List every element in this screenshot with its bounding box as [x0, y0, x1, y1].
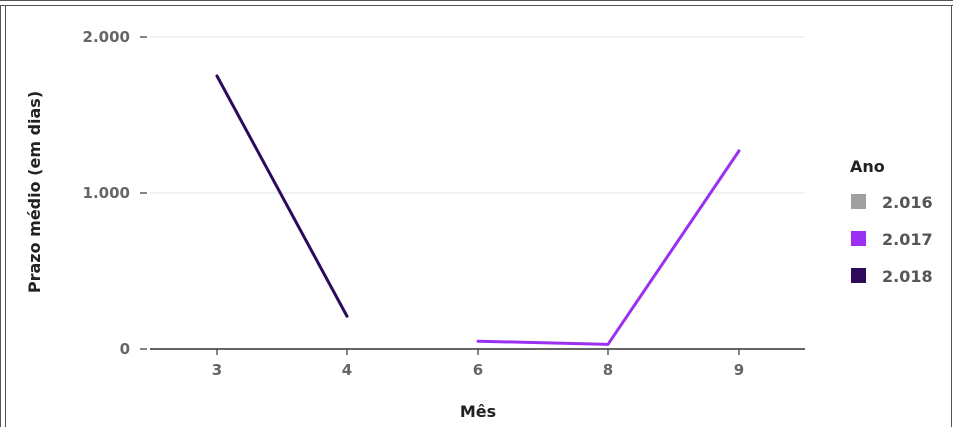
y-tick-label: 1.000: [83, 184, 130, 202]
legend: Ano 2.016 2.017 2.018: [850, 157, 933, 286]
legend-label: 2.018: [882, 267, 933, 286]
legend-title: Ano: [850, 157, 885, 176]
series-line-1: [476, 149, 741, 346]
x-axis-title: Mês: [460, 402, 496, 421]
x-tick-label: 6: [473, 361, 483, 379]
series-lines: [215, 74, 741, 346]
legend-swatch: [851, 231, 866, 246]
y-tick-label: 2.000: [83, 28, 130, 46]
legend-label: 2.016: [882, 193, 933, 212]
x-tick-label: 3: [212, 361, 222, 379]
window-frame-right: [951, 6, 953, 427]
y-axis-title: Prazo médio (em dias): [25, 91, 44, 293]
series-line-2: [215, 74, 349, 318]
grid-lines: [150, 36, 805, 194]
window-frame-left: [0, 6, 6, 427]
x-tick-label: 4: [342, 361, 352, 379]
x-tick-label: 8: [603, 361, 613, 379]
legend-swatch: [851, 268, 866, 283]
legend-swatch: [851, 194, 866, 209]
y-tick-label: 0: [120, 340, 130, 358]
x-axis-ticks: 3 4 6 8 9: [212, 349, 744, 379]
x-tick-label: 9: [734, 361, 744, 379]
legend-label: 2.017: [882, 230, 933, 249]
window-frame-top: [0, 0, 953, 6]
y-axis-ticks: 0 1.000 2.000: [83, 28, 147, 358]
